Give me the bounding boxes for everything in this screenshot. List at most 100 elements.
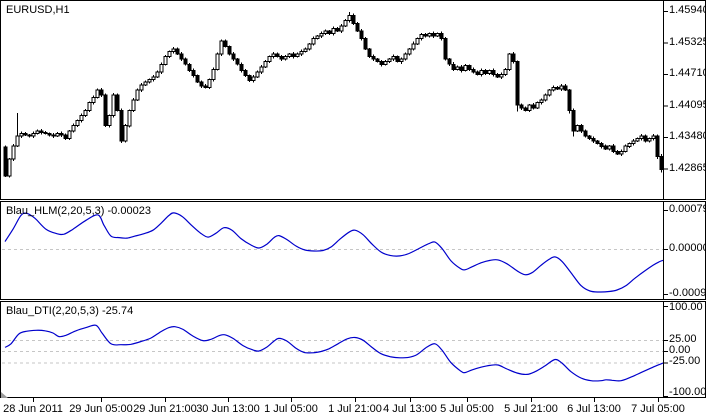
y-axis-label: -100.00: [669, 386, 706, 398]
dti-indicator-name: Blau_DTI(2,20,5,3): [6, 305, 99, 317]
candle-body: [343, 20, 348, 27]
candle-body: [307, 43, 312, 50]
candle-body: [171, 48, 176, 53]
dti-plot-area[interactable]: [1, 302, 706, 397]
candle-body: [559, 85, 564, 90]
time-axis-label: 4 Jul 13:00: [383, 403, 437, 415]
candle-body: [519, 104, 524, 109]
dti-indicator-label: Blau_DTI(2,20,5,3) -25.74: [6, 305, 133, 317]
candle-body: [15, 135, 20, 147]
candle-body: [511, 53, 516, 63]
candle-body: [587, 135, 592, 140]
time-axis[interactable]: 28 Jun 2011 29 Jun 05:00 29 Jun 21:00 30 Ju…: [0, 398, 706, 419]
time-axis-tick: [410, 398, 411, 402]
candle-body: [647, 138, 652, 142]
indicator-line: [4, 324, 664, 382]
candle-body: [619, 150, 624, 155]
candle-body: [147, 79, 152, 83]
y-axis-label: 0.00079: [669, 202, 706, 215]
y-axis-label: -0.00091: [669, 286, 706, 299]
candle-body: [467, 64, 472, 70]
candles-layer: [3, 12, 664, 178]
y-axis-label: 1.45325: [669, 35, 706, 48]
candle-body: [115, 94, 120, 111]
candle-body: [427, 33, 432, 37]
y-axis-label: 1.44710: [669, 67, 706, 79]
symbol-timeframe-label: EURUSD,H1: [6, 4, 70, 16]
candle-body: [239, 63, 244, 71]
candle-body: [571, 109, 576, 132]
dti-indicator-value: -25.74: [102, 305, 134, 317]
candle-body: [575, 125, 580, 132]
candle-body: [159, 63, 164, 73]
candle-body: [435, 33, 440, 37]
candle-body: [583, 130, 588, 137]
candle-body: [75, 120, 80, 127]
candle-body: [11, 145, 16, 160]
candle-body: [347, 15, 352, 22]
main-plot-area[interactable]: [1, 1, 706, 199]
candle-body: [367, 48, 372, 58]
candle-body: [183, 58, 188, 65]
candle-body: [495, 74, 500, 78]
time-axis-label: 1 Jul 21:00: [328, 403, 382, 415]
candle-body: [279, 56, 284, 60]
candle-body: [83, 109, 88, 117]
candle-body: [407, 48, 412, 55]
time-axis-label: 5 Jul 05:00: [440, 403, 494, 415]
candle-body: [163, 56, 168, 65]
candle-body: [191, 69, 196, 77]
candle-body: [487, 69, 492, 75]
candle-body: [635, 138, 640, 142]
time-axis-label: 6 Jul 13:00: [567, 403, 621, 415]
candle-body: [331, 27, 336, 34]
candle-body: [591, 138, 596, 142]
time-axis-tick: [228, 398, 229, 402]
candle-body: [263, 61, 268, 68]
candle-body: [215, 53, 220, 70]
candle-body: [491, 69, 496, 76]
time-axis-label: 29 Jun 05:00: [69, 403, 133, 415]
candle-body: [447, 58, 452, 65]
hlm-plot-area[interactable]: [1, 202, 706, 299]
candle-body: [607, 145, 612, 150]
candle-body: [651, 135, 656, 140]
candle-body: [507, 53, 512, 70]
candle-body: [483, 69, 488, 75]
candle-body: [499, 74, 504, 78]
time-axis-tick: [658, 398, 659, 402]
time-axis-tick: [531, 398, 532, 402]
y-axis-label: -25.00: [669, 355, 701, 368]
candle-body: [79, 115, 84, 122]
candle-body: [595, 140, 600, 145]
candle-body: [363, 38, 368, 50]
candle-body: [19, 132, 24, 137]
y-axis-label: 1.43480: [669, 130, 706, 142]
candle-body: [55, 132, 60, 137]
candle-body: [503, 68, 508, 76]
candle-body: [659, 156, 664, 170]
candle-body: [155, 71, 160, 78]
time-axis-label: 7 Jul 05:00: [631, 403, 685, 415]
candle-body: [471, 68, 476, 73]
candle-body: [63, 134, 68, 140]
candle-body: [99, 89, 104, 96]
time-axis-tick: [467, 398, 468, 402]
candle-body: [151, 76, 156, 81]
candle-body: [303, 48, 308, 53]
candle-body: [179, 53, 184, 60]
candle-body: [567, 89, 572, 111]
candle-body: [383, 61, 388, 65]
candle-body: [643, 135, 648, 142]
candle-body: [391, 56, 396, 60]
dti-indicator-panel: Blau_DTI(2,20,5,3) -25.74 100.00 25.00 0.0…: [0, 301, 706, 398]
candle-body: [615, 150, 620, 155]
indicator-line: [4, 212, 664, 293]
candle-body: [459, 66, 464, 71]
candle-body: [439, 33, 444, 40]
y-axis-label: 1.44095: [669, 98, 706, 111]
candle-body: [403, 53, 408, 60]
candle-body: [523, 107, 528, 111]
candle-body: [59, 132, 64, 136]
time-axis-tick: [165, 398, 166, 402]
